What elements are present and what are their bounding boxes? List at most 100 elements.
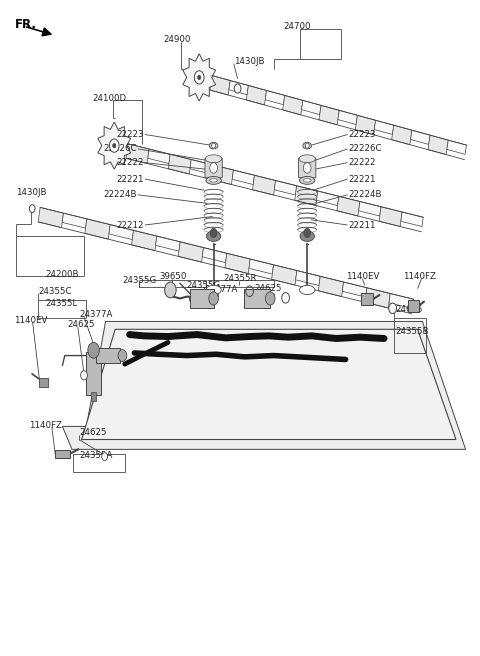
Circle shape: [234, 84, 241, 93]
Polygon shape: [379, 207, 402, 226]
Text: 24200B: 24200B: [46, 270, 79, 279]
Polygon shape: [374, 120, 394, 134]
Text: 24625: 24625: [254, 284, 282, 293]
Circle shape: [29, 205, 35, 213]
Polygon shape: [272, 265, 297, 285]
Bar: [190, 289, 214, 308]
Circle shape: [210, 163, 217, 173]
Polygon shape: [82, 329, 456, 440]
Text: 22212: 22212: [117, 220, 144, 230]
Text: 1140FZ: 1140FZ: [29, 420, 61, 430]
Ellipse shape: [299, 155, 315, 163]
Polygon shape: [246, 85, 266, 105]
Text: 24377A: 24377A: [204, 285, 238, 295]
Bar: [39, 378, 48, 387]
Circle shape: [304, 228, 311, 237]
Circle shape: [194, 71, 204, 84]
Text: 24355G: 24355G: [122, 276, 156, 285]
Polygon shape: [232, 170, 254, 184]
Ellipse shape: [209, 142, 218, 149]
Circle shape: [389, 303, 396, 314]
Text: 1140FZ: 1140FZ: [403, 272, 436, 281]
Polygon shape: [319, 106, 339, 125]
Ellipse shape: [303, 142, 312, 149]
Polygon shape: [316, 191, 339, 205]
Text: 24625: 24625: [396, 305, 423, 314]
Text: 39650: 39650: [159, 272, 187, 281]
Text: 22211: 22211: [348, 220, 376, 230]
Polygon shape: [210, 75, 230, 95]
Ellipse shape: [206, 231, 221, 241]
Polygon shape: [156, 236, 180, 251]
Circle shape: [209, 292, 218, 305]
Circle shape: [88, 342, 99, 358]
Text: 22221: 22221: [348, 174, 376, 184]
Polygon shape: [229, 81, 248, 94]
Polygon shape: [301, 100, 321, 115]
Ellipse shape: [300, 231, 314, 241]
Polygon shape: [428, 135, 448, 155]
Polygon shape: [296, 270, 320, 285]
Polygon shape: [178, 242, 204, 262]
Polygon shape: [190, 159, 212, 174]
Circle shape: [303, 163, 311, 173]
Bar: [86, 352, 101, 395]
Ellipse shape: [303, 179, 311, 182]
Polygon shape: [338, 110, 358, 125]
Polygon shape: [85, 219, 110, 239]
Polygon shape: [62, 321, 466, 449]
Ellipse shape: [300, 285, 315, 295]
Circle shape: [265, 292, 275, 305]
Polygon shape: [359, 201, 381, 216]
Circle shape: [212, 143, 216, 148]
Text: 24900: 24900: [163, 35, 191, 44]
Polygon shape: [225, 253, 250, 274]
Text: 24355G: 24355G: [186, 281, 220, 290]
Text: 24355A: 24355A: [79, 451, 113, 461]
Polygon shape: [392, 125, 412, 145]
Polygon shape: [252, 175, 276, 195]
FancyBboxPatch shape: [205, 158, 222, 178]
Text: 22224B: 22224B: [103, 190, 137, 199]
Polygon shape: [401, 212, 423, 226]
Text: 24625: 24625: [79, 428, 107, 438]
Circle shape: [305, 143, 309, 148]
Bar: [55, 450, 70, 458]
Text: 24377A: 24377A: [79, 310, 113, 319]
Text: 22222: 22222: [117, 158, 144, 167]
Polygon shape: [62, 213, 87, 228]
Polygon shape: [210, 165, 233, 184]
Text: 22224B: 22224B: [348, 190, 382, 199]
Bar: [361, 293, 373, 305]
Polygon shape: [132, 230, 157, 251]
Text: 22223: 22223: [117, 130, 144, 139]
Polygon shape: [183, 54, 216, 101]
Ellipse shape: [205, 155, 222, 163]
Polygon shape: [126, 144, 149, 163]
Text: 22223: 22223: [348, 130, 376, 139]
Polygon shape: [337, 196, 360, 216]
Polygon shape: [355, 115, 375, 134]
Polygon shape: [109, 224, 133, 239]
Polygon shape: [447, 140, 467, 154]
Polygon shape: [410, 130, 430, 144]
Text: 22226C: 22226C: [103, 144, 137, 154]
Text: 24700: 24700: [283, 22, 311, 31]
Circle shape: [112, 143, 116, 148]
Text: 22222: 22222: [348, 158, 376, 167]
Bar: [244, 289, 270, 308]
Polygon shape: [38, 207, 63, 228]
Ellipse shape: [206, 285, 221, 295]
Bar: [91, 392, 96, 401]
Text: 24625: 24625: [67, 320, 95, 329]
Polygon shape: [168, 154, 191, 174]
Ellipse shape: [300, 176, 315, 184]
Text: 1140EV: 1140EV: [346, 272, 379, 281]
Polygon shape: [265, 91, 285, 105]
Ellipse shape: [210, 179, 217, 182]
Circle shape: [81, 371, 87, 380]
Text: 24355C: 24355C: [38, 287, 72, 296]
Text: FR.: FR.: [14, 18, 36, 31]
Polygon shape: [318, 276, 344, 297]
Polygon shape: [202, 247, 227, 262]
